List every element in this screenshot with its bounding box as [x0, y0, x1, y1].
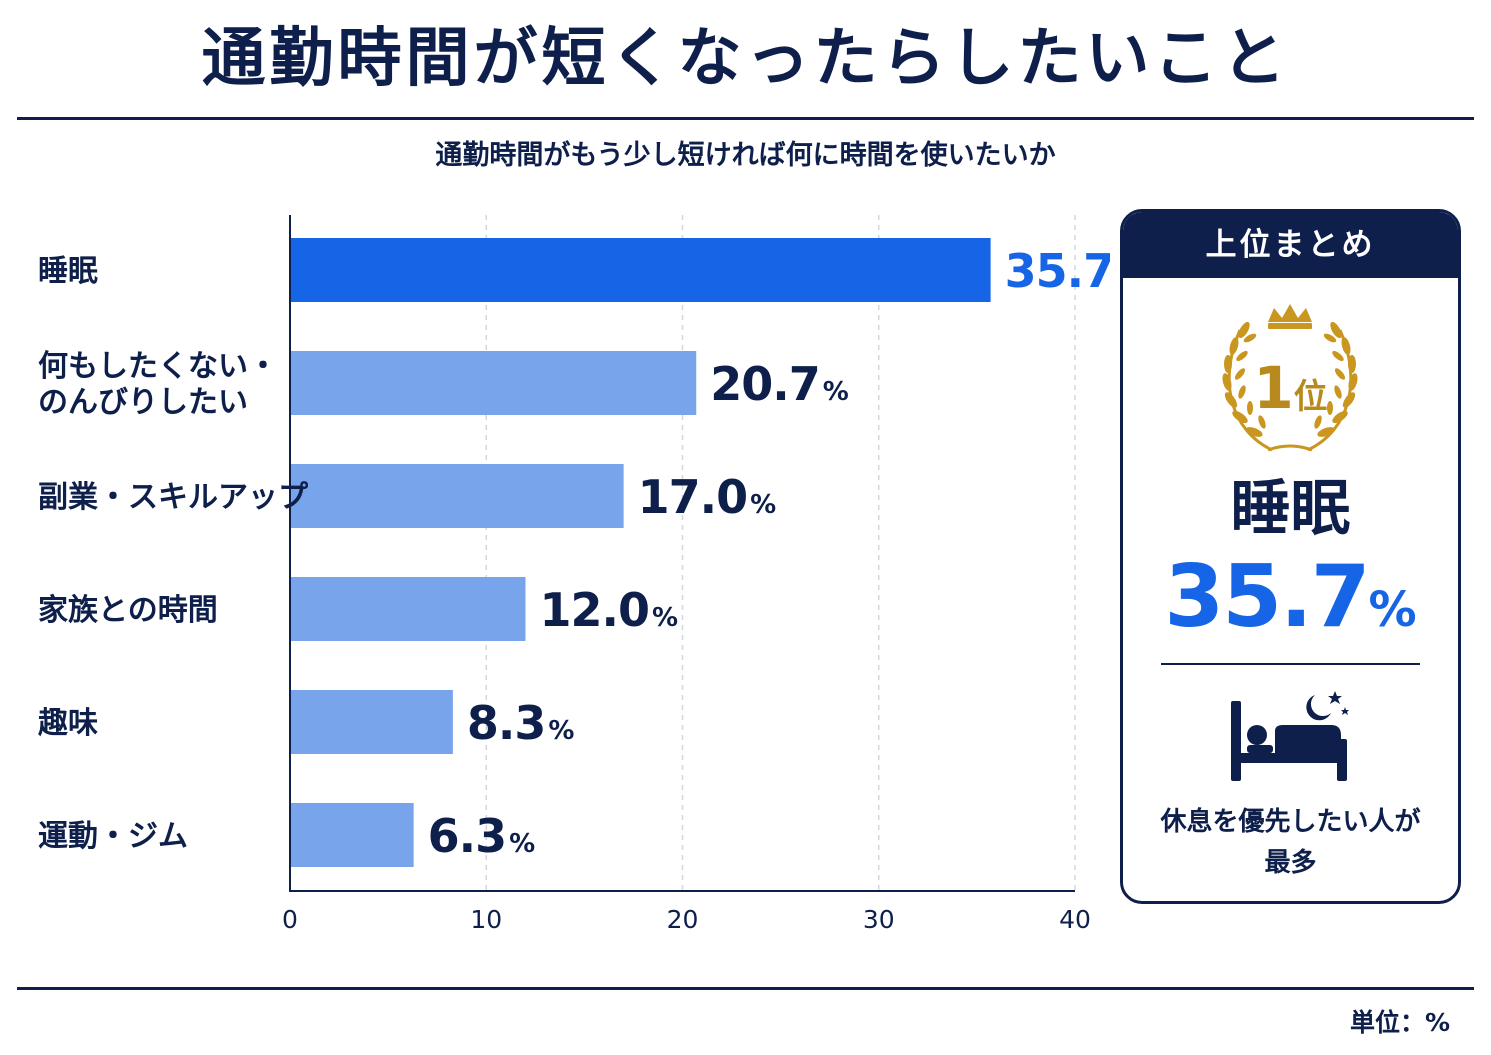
bar-value-label: 6.3% [428, 809, 536, 863]
x-tick-label: 20 [667, 905, 699, 934]
category-label: 何もしたくない・ [38, 349, 278, 384]
summary-card: 上位まとめ [1120, 209, 1461, 904]
category-label: 趣味 [38, 706, 98, 741]
top-value-suffix: % [1368, 582, 1417, 638]
bar [290, 464, 624, 528]
summary-note-line-1: 休息を優先したい人が [1160, 807, 1421, 837]
bar-value-label: 12.0% [540, 583, 679, 637]
bar-value-label: 20.7% [710, 357, 849, 411]
category-label: 家族との時間 [38, 593, 218, 628]
bar [290, 238, 991, 302]
bar-chart: 0 10 20 30 40 35.7% 睡眠 20.7% 何もしたくない・のんびりしたい 17.0… [38, 215, 1110, 934]
bar [290, 690, 453, 754]
summary-note-line-2: 最多 [1264, 848, 1317, 878]
x-tick-label: 40 [1059, 905, 1091, 934]
footer-divider [17, 987, 1474, 990]
rank-number: 1 [1253, 354, 1294, 422]
rank-badge: 1位 [1123, 300, 1458, 465]
title-divider [17, 117, 1474, 120]
bar [290, 803, 414, 867]
top-item-value: 35.7% [1123, 552, 1458, 666]
bar-value-label: 8.3% [467, 696, 575, 750]
top-value-number: 35.7 [1164, 547, 1370, 647]
category-label: 睡眠 [38, 254, 98, 289]
category-label: 副業・スキルアップ [38, 480, 309, 515]
x-tick-label: 10 [470, 905, 502, 934]
category-label: のんびりしたい [38, 385, 248, 420]
laurel-crown-icon [1222, 304, 1358, 452]
summary-note: 休息を優先したい人が 最多 [1123, 802, 1458, 884]
top-item-label: 睡眠 [1230, 474, 1351, 544]
summary-divider [1161, 663, 1420, 665]
bar-value-label: 35.7% [1005, 244, 1110, 298]
bar [290, 577, 526, 641]
chart-subtitle: 通勤時間がもう少し短ければ何に時間を使いたいか [435, 140, 1056, 171]
rank-suffix: 位 [1293, 377, 1328, 417]
category-label: 運動・ジム [38, 819, 188, 854]
page-title: 通勤時間が短くなったらしたいこと [201, 22, 1290, 96]
summary-header: 上位まとめ [1123, 212, 1458, 278]
bar-value-label: 17.0% [638, 470, 777, 524]
bed-moon-icon [1231, 691, 1349, 781]
rank-label: 1位 [1123, 354, 1458, 422]
x-tick-label: 30 [863, 905, 895, 934]
unit-label: 単位：% [1349, 1008, 1450, 1037]
bar [290, 351, 697, 415]
x-tick-label: 0 [282, 905, 298, 934]
